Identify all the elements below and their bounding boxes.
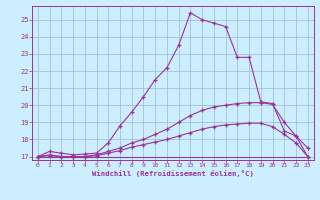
X-axis label: Windchill (Refroidissement éolien,°C): Windchill (Refroidissement éolien,°C)	[92, 170, 254, 177]
